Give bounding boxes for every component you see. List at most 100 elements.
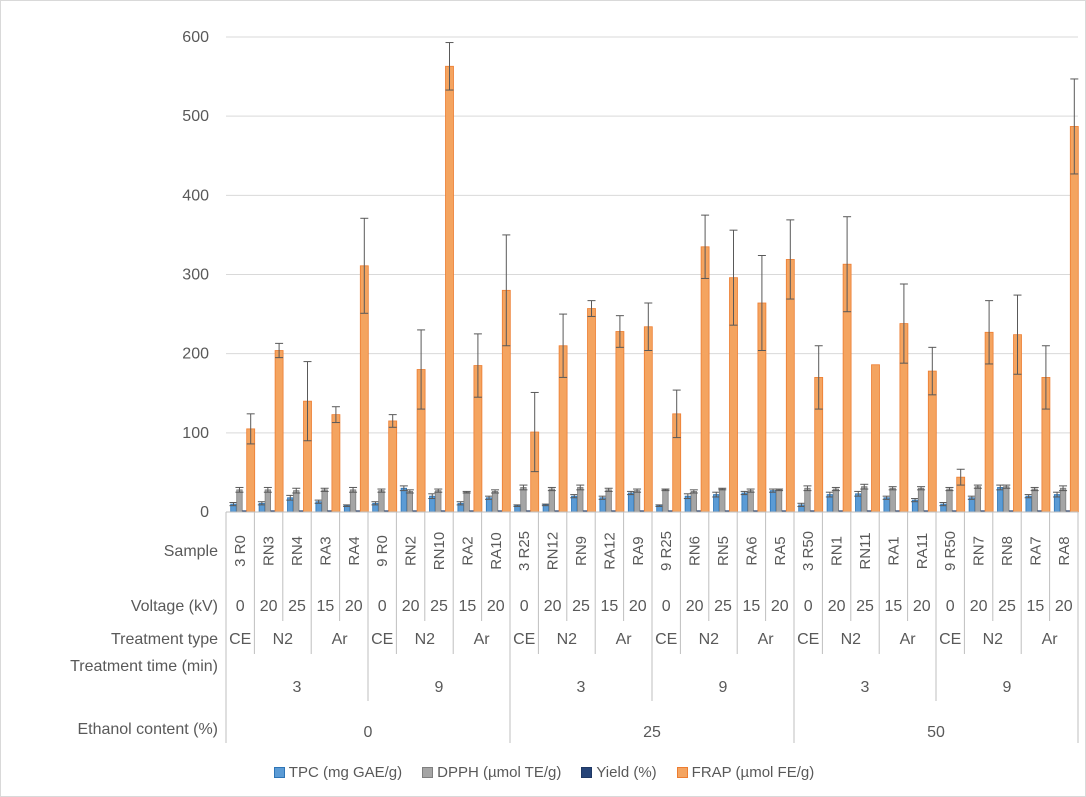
voltage-label: 0 [378, 598, 387, 615]
treatment-type-label: CE [939, 631, 961, 648]
voltage-label: 20 [402, 598, 420, 615]
bar [871, 364, 880, 513]
treatment-type-label: Ar [616, 631, 633, 648]
treatment-type-label: Ar [332, 631, 349, 648]
legend-swatch [273, 767, 285, 778]
treatment-type-label: CE [655, 631, 677, 648]
voltage-label: 15 [885, 598, 903, 615]
treatment-time-label: 3 [861, 679, 870, 696]
treatment-type-label: N2 [415, 631, 436, 648]
bar [769, 490, 777, 513]
treatment-type-label: Ar [474, 631, 491, 648]
voltage-label: 0 [236, 598, 245, 615]
bar [615, 331, 625, 513]
treatment-type-label: N2 [841, 631, 862, 648]
y-tick-label: 500 [182, 108, 209, 125]
bar [662, 489, 669, 513]
treatment-time-label: 3 [577, 679, 586, 696]
bar [861, 486, 868, 513]
bar [571, 495, 578, 513]
legend-label: Yield (%) [596, 764, 657, 781]
sample-label: RN8 [999, 536, 1016, 566]
bar [331, 414, 341, 513]
bar [236, 489, 243, 513]
bar [435, 490, 442, 513]
voltage-label: 0 [520, 598, 529, 615]
row-header: Treatment time (min) [70, 658, 218, 675]
voltage-label: 20 [544, 598, 562, 615]
y-tick-label: 400 [182, 187, 209, 204]
sample-label: RA3 [317, 536, 334, 565]
sample-label: RN7 [971, 536, 988, 566]
bar [917, 487, 925, 513]
legend-item: Yield (%) [581, 764, 657, 781]
sample-label: RA1 [885, 536, 902, 565]
treatment-time-label: 9 [435, 679, 444, 696]
voltage-label: 15 [743, 598, 761, 615]
bar [463, 491, 470, 513]
voltage-label: 25 [856, 598, 874, 615]
treatment-type-label: CE [513, 631, 535, 648]
row-header: Sample [164, 543, 218, 560]
bar [388, 420, 398, 513]
bar [599, 497, 606, 513]
voltage-label: 25 [714, 598, 732, 615]
bar [883, 497, 890, 513]
treatment-type-label: CE [371, 631, 393, 648]
ethanol-content-label: 50 [927, 724, 945, 741]
bar [485, 497, 493, 513]
bar [627, 492, 635, 513]
sample-label: 9 R25 [658, 531, 675, 571]
sample-label: RA4 [346, 536, 363, 565]
y-tick-label: 0 [200, 504, 209, 521]
bar [747, 490, 754, 513]
treatment-type-label: N2 [273, 631, 294, 648]
bar [349, 489, 357, 513]
sample-label: RN1 [829, 536, 846, 566]
voltage-label: 0 [662, 598, 671, 615]
bar [1025, 495, 1032, 513]
voltage-label: 15 [317, 598, 335, 615]
sample-label: RA7 [1027, 536, 1044, 565]
voltage-label: 20 [771, 598, 789, 615]
sample-label: RN9 [573, 536, 590, 566]
voltage-label: 20 [629, 598, 647, 615]
treatment-type-label: Ar [758, 631, 775, 648]
legend-label: TPC (mg GAE/g) [288, 764, 403, 781]
sample-label: RA5 [772, 536, 789, 565]
sample-label: RA2 [459, 536, 476, 565]
legend-swatch [422, 767, 434, 778]
sample-label: RN5 [715, 536, 732, 566]
ethanol-content-label: 0 [364, 724, 373, 741]
voltage-label: 20 [487, 598, 505, 615]
sample-label: RA6 [743, 536, 760, 565]
legend-swatch [676, 767, 688, 778]
legend-label: DPPH (µmol TE/g) [437, 764, 562, 781]
sample-label: RN11 [857, 532, 874, 569]
legend-swatch [581, 767, 593, 778]
bar [587, 308, 596, 513]
bar [1031, 488, 1038, 513]
sample-label: RN2 [403, 536, 420, 566]
bar [577, 487, 584, 513]
treatment-type-label: CE [229, 631, 251, 648]
treatment-time-label: 9 [719, 679, 728, 696]
bar [293, 490, 300, 513]
legend-item: TPC (mg GAE/g) [273, 764, 403, 781]
treatment-type-label: CE [797, 631, 819, 648]
voltage-label: 20 [260, 598, 278, 615]
legend-item: FRAP (µmol FE/g) [676, 764, 814, 781]
sample-label: RA10 [488, 532, 505, 570]
voltage-label: 0 [804, 598, 813, 615]
bar [832, 488, 839, 513]
bar [643, 326, 653, 513]
voltage-label: 20 [970, 598, 988, 615]
y-tick-label: 600 [182, 29, 209, 46]
voltage-label: 0 [946, 598, 955, 615]
legend: TPC (mg GAE/g) DPPH (µmol TE/g) Yield (%) F… [1, 764, 1086, 781]
sample-label: RN10 [431, 532, 448, 570]
sample-label: RN4 [289, 536, 306, 566]
bar [445, 65, 454, 513]
ethanol-content-label: 25 [643, 724, 661, 741]
